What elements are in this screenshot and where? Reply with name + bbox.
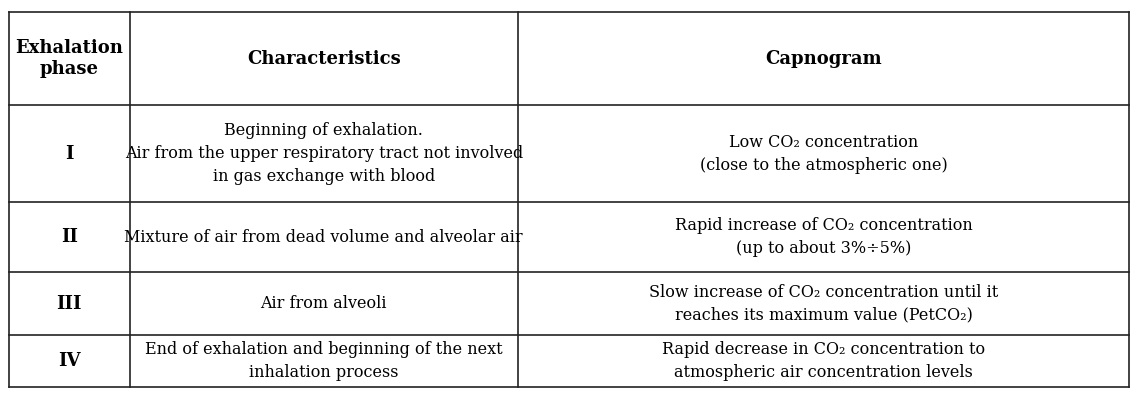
Text: Low CO₂ concentration
(close to the atmospheric one): Low CO₂ concentration (close to the atmo…	[700, 134, 947, 174]
Text: Capnogram: Capnogram	[766, 50, 882, 67]
Text: Characteristics: Characteristics	[247, 50, 401, 67]
Text: Slow increase of CO₂ concentration until it
reaches its maximum value (PetCO₂): Slow increase of CO₂ concentration until…	[649, 284, 999, 324]
Text: Exhalation
phase: Exhalation phase	[16, 39, 123, 78]
Text: Air from alveoli: Air from alveoli	[260, 295, 387, 312]
Text: III: III	[57, 295, 82, 313]
Text: Rapid increase of CO₂ concentration
(up to about 3%÷5%): Rapid increase of CO₂ concentration (up …	[675, 217, 972, 257]
Text: Mixture of air from dead volume and alveolar air: Mixture of air from dead volume and alve…	[125, 229, 523, 246]
Text: IV: IV	[58, 352, 81, 370]
Text: II: II	[61, 228, 77, 246]
Text: Beginning of exhalation.
Air from the upper respiratory tract not involved
in ga: Beginning of exhalation. Air from the up…	[125, 123, 523, 185]
Text: End of exhalation and beginning of the next
inhalation process: End of exhalation and beginning of the n…	[145, 341, 502, 381]
Text: I: I	[65, 145, 74, 163]
Text: Rapid decrease in CO₂ concentration to
atmospheric air concentration levels: Rapid decrease in CO₂ concentration to a…	[662, 341, 985, 381]
